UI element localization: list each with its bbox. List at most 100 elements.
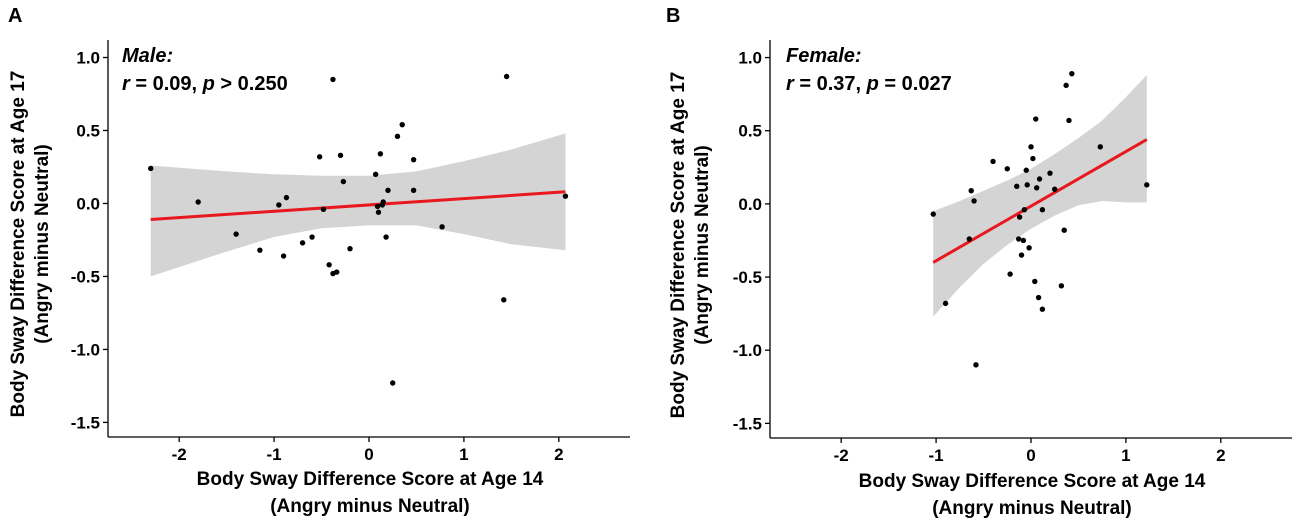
data-point [1035,294,1042,301]
data-point [337,152,344,159]
data-point [347,246,353,252]
data-point [942,300,949,307]
data-point [1004,166,1010,172]
data-point [1039,207,1046,213]
y-tick-label: 0.5 [738,122,762,141]
panel-b: B Body Sway Difference Score at Age 17 (… [666,5,1292,519]
data-point [377,151,384,157]
data-point [1007,271,1013,277]
data-point [1063,82,1069,89]
data-point [1097,144,1103,150]
data-point [374,203,381,210]
data-point [1036,176,1043,182]
data-point [1026,245,1032,251]
y-tick-label: -1.0 [733,341,762,360]
group-label: Female: [786,45,862,67]
x-tick-label: 0 [364,445,373,464]
data-point [309,234,315,240]
y-axis-title: Body Sway Difference Score at Age 17 (An… [8,71,53,418]
data-point [1016,214,1023,220]
data-point [503,73,510,80]
y-tick-label: 0.0 [738,195,762,214]
x-tick-label: -1 [267,445,282,464]
data-point [195,199,201,205]
data-point [390,380,396,386]
data-point [1032,278,1038,285]
data-point [372,171,379,177]
stat-annotation: r = 0.37, p = 0.027 [786,73,952,95]
data-point [320,206,327,213]
plot-area: 1.0 0.5 0.0 -0.5 -1.0 -1.5 -2 -1 0 1 2 [71,40,630,464]
x-axis-title-line1: Body Sway Difference Score at Age 14 [197,469,544,490]
x-axis-title-line2: (Angry minus Neutral) [270,496,470,517]
data-point [562,193,569,199]
confidence-band [933,75,1147,317]
stat-p-label: p [202,73,215,95]
data-point [971,198,977,204]
data-point [340,178,347,185]
data-point [330,76,336,83]
panel-a: A Body Sway Difference Score at Age 17 (… [8,5,630,517]
stat-r-label: r [122,73,131,95]
stat-r-value: = 0.09, [130,73,203,95]
data-point [410,187,417,194]
stat-p-label: p [866,73,879,95]
data-point [1033,185,1040,191]
data-point [1018,252,1025,258]
y-axis-title: Body Sway Difference Score at Age 17 (An… [668,72,713,419]
data-point [326,262,332,268]
data-point [1069,70,1075,77]
data-point [990,158,996,165]
stat-annotation: r = 0.09, p > 0.250 [122,73,288,95]
y-tick-label: -0.5 [71,267,100,286]
x-tick-label: -1 [929,446,944,465]
y-tick-label: 1.0 [76,49,100,68]
data-point [233,231,239,237]
data-point [380,199,386,205]
data-point [394,133,401,140]
data-point [1039,306,1046,312]
y-axis-title-line1: Body Sway Difference Score at Age 17 [668,72,689,419]
data-point [1021,207,1028,213]
y-axis-title-line2: (Angry minus Neutral) [692,145,713,345]
plot-area: 1.0 0.5 0.0 -0.5 -1.0 -1.5 -2 -1 0 1 2 [733,40,1292,465]
data-point [1058,283,1065,289]
y-tick-label: -1.5 [71,413,100,432]
data-point [501,297,507,303]
data-point [1033,116,1039,122]
x-tick-label: 1 [1121,446,1130,465]
y-tick-label: 1.0 [738,49,762,68]
data-point [1030,155,1036,162]
data-point [299,240,306,246]
y-tick-label: -1.0 [71,340,100,359]
panel-label: B [666,5,680,27]
data-point [280,253,287,259]
data-point [410,156,417,163]
data-point [968,188,974,194]
data-point [1028,144,1034,150]
data-point [1066,117,1072,124]
data-point [1015,236,1022,242]
stat-p-value: > 0.250 [215,73,288,95]
data-point [973,362,979,368]
data-point [399,121,405,128]
y-tick-label: 0.0 [76,194,100,213]
x-tick-label: -2 [172,445,187,464]
data-point [930,211,936,217]
data-point [1061,227,1067,233]
x-tick-label: -2 [834,446,849,465]
data-point [1014,183,1020,190]
y-tick-label: -0.5 [733,268,762,287]
stat-r-value: = 0.37, [794,73,867,95]
x-tick-label: 0 [1026,446,1035,465]
regression-line [932,138,1148,264]
data-point [1024,182,1030,188]
x-tick-label: 2 [554,445,563,464]
data-point [1144,182,1150,188]
data-point [966,236,973,242]
data-point [1023,167,1029,173]
x-tick-label: 1 [459,445,468,464]
x-tick-label: 2 [1216,446,1225,465]
data-point [276,202,282,208]
